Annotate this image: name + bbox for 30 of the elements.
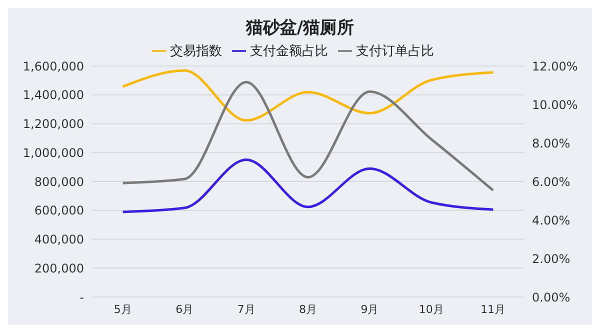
y-tick-label: 200,000 — [34, 261, 84, 276]
y-tick-label: 600,000 — [34, 204, 84, 218]
x-tick-label: 9月 — [360, 302, 379, 316]
y2-tick-label: 8.00% — [532, 136, 570, 150]
y2-tick-label: 0.00% — [532, 290, 570, 304]
x-tick-label: 5月 — [114, 302, 132, 316]
y2-tick-label: 10.00% — [532, 98, 578, 112]
x-tick-label: 7月 — [237, 302, 256, 316]
y-tick-label: - — [80, 290, 84, 304]
y-tick-label: 1,200,000 — [22, 117, 84, 132]
y-tick-label: 1,600,000 — [22, 59, 84, 74]
y2-tick-label: 2.00% — [532, 252, 570, 266]
y2-tick-label: 12.00% — [532, 59, 578, 74]
x-tick-label: 10月 — [418, 302, 444, 316]
x-tick-label: 8月 — [299, 302, 317, 316]
legend-label: 支付订单占比 — [356, 44, 434, 59]
legend-label: 交易指数 — [170, 44, 222, 59]
y2-tick-label: 6.00% — [532, 174, 570, 189]
y-tick-label: 1,400,000 — [22, 88, 84, 102]
y2-tick-label: 4.00% — [532, 213, 570, 228]
line-series — [122, 158, 494, 214]
y-tick-label: 1,000,000 — [22, 146, 84, 160]
x-tick-label: 6月 — [176, 302, 194, 316]
legend-label: 支付金额占比 — [250, 44, 328, 59]
y-tick-label: 800,000 — [34, 174, 84, 189]
line-series — [122, 69, 494, 122]
x-tick-label: 11月 — [480, 302, 506, 316]
chart-title: 猫砂盆/猫厕所 — [244, 17, 356, 40]
y-tick-label: 400,000 — [34, 232, 84, 247]
line-series — [122, 80, 494, 192]
